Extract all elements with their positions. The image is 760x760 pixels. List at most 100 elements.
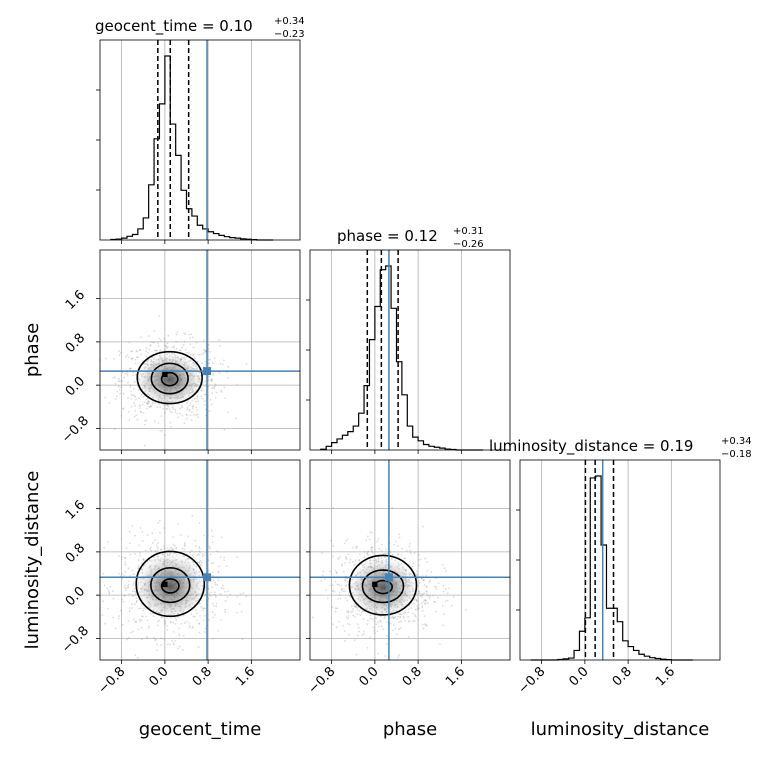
sample-point bbox=[130, 358, 133, 360]
sample-point bbox=[143, 444, 146, 447]
sample-point bbox=[182, 635, 185, 637]
sample-point bbox=[122, 600, 125, 603]
sample-point bbox=[165, 345, 167, 348]
sample-point bbox=[139, 410, 142, 413]
sample-point bbox=[223, 428, 226, 431]
sample-point bbox=[146, 407, 148, 410]
sample-point bbox=[165, 345, 168, 347]
sample-point bbox=[153, 636, 156, 639]
sample-point bbox=[384, 655, 387, 657]
title-geocent-time-minus: −0.23 bbox=[274, 29, 305, 40]
sample-point bbox=[112, 377, 115, 379]
sample-point bbox=[154, 549, 157, 552]
sample-point bbox=[378, 625, 380, 628]
sample-point bbox=[124, 589, 127, 592]
sample-point bbox=[146, 351, 149, 354]
sample-point bbox=[412, 562, 415, 565]
sample-point bbox=[185, 620, 188, 623]
sample-point bbox=[338, 583, 340, 586]
sample-point bbox=[323, 578, 326, 580]
sample-point bbox=[133, 573, 136, 576]
sample-point bbox=[397, 554, 399, 556]
sample-point bbox=[123, 376, 125, 379]
sample-point bbox=[116, 390, 119, 393]
sample-point bbox=[183, 332, 186, 335]
sample-point bbox=[109, 586, 112, 588]
sample-point bbox=[239, 593, 242, 595]
sample-point bbox=[384, 552, 386, 555]
ylabel-luminosity-distance: luminosity_distance bbox=[22, 471, 43, 650]
sample-point bbox=[214, 583, 217, 586]
sample-point bbox=[146, 402, 149, 405]
sample-point bbox=[325, 589, 327, 591]
sample-point bbox=[418, 564, 421, 566]
sample-point bbox=[399, 616, 402, 619]
truth-marker bbox=[203, 367, 212, 376]
sample-point bbox=[73, 582, 75, 584]
sample-point bbox=[128, 419, 131, 421]
sample-point bbox=[338, 555, 341, 558]
sample-point bbox=[129, 553, 132, 556]
sample-point bbox=[181, 406, 184, 409]
sample-point bbox=[198, 622, 201, 625]
sample-point bbox=[192, 346, 195, 349]
sample-point bbox=[331, 623, 334, 626]
sample-point bbox=[322, 570, 325, 573]
sample-point bbox=[185, 413, 188, 416]
sample-point bbox=[386, 552, 389, 554]
sample-point bbox=[413, 552, 416, 554]
sample-point bbox=[348, 561, 351, 564]
sample-point bbox=[164, 620, 167, 623]
sample-point bbox=[139, 554, 141, 557]
sample-point bbox=[446, 599, 449, 602]
sample-point bbox=[416, 573, 419, 576]
sample-point bbox=[366, 552, 368, 555]
sample-point bbox=[153, 349, 156, 352]
sample-point bbox=[398, 628, 400, 631]
sample-point bbox=[84, 356, 86, 358]
sample-point bbox=[181, 414, 184, 417]
sample-point bbox=[367, 619, 369, 622]
ylabel-phase: phase bbox=[22, 323, 43, 377]
sample-point bbox=[342, 590, 344, 593]
sample-point bbox=[127, 586, 130, 589]
sample-point bbox=[204, 349, 207, 352]
sample-point bbox=[188, 626, 191, 629]
panel-background bbox=[100, 40, 300, 240]
sample-point bbox=[173, 345, 175, 347]
sample-point bbox=[191, 627, 194, 629]
sample-point bbox=[203, 631, 206, 633]
sample-point bbox=[224, 611, 227, 613]
sample-point bbox=[426, 570, 429, 572]
sample-point bbox=[192, 353, 195, 356]
sample-point bbox=[422, 627, 425, 630]
sample-point bbox=[214, 383, 217, 385]
panel-2d-phase-luminosity-distance: −0.8 0.0 0.8 1.6 bbox=[306, 459, 511, 697]
title-phase-prefix: phase = bbox=[337, 227, 404, 245]
sample-point bbox=[331, 606, 334, 609]
sample-point bbox=[161, 429, 164, 432]
sample-point bbox=[102, 600, 104, 603]
sample-point bbox=[137, 628, 140, 631]
sample-point bbox=[130, 632, 132, 634]
sample-point bbox=[127, 356, 130, 359]
sample-point bbox=[137, 567, 140, 570]
sample-point bbox=[188, 624, 191, 627]
sample-point bbox=[129, 386, 132, 388]
sample-point bbox=[199, 353, 201, 356]
sample-point bbox=[158, 519, 161, 522]
sample-point bbox=[184, 349, 187, 351]
sample-point bbox=[426, 593, 428, 595]
sample-point bbox=[172, 642, 175, 644]
sample-point bbox=[211, 571, 214, 574]
sample-point bbox=[101, 614, 104, 616]
sample-point bbox=[344, 577, 347, 580]
sample-point bbox=[417, 607, 420, 610]
panel-hist-geocent-time bbox=[96, 39, 301, 244]
sample-point bbox=[193, 556, 195, 559]
sample-point bbox=[209, 547, 212, 550]
sample-point bbox=[123, 594, 126, 597]
sample-point bbox=[397, 545, 399, 548]
sample-point bbox=[145, 347, 148, 350]
sample-point bbox=[450, 605, 453, 607]
